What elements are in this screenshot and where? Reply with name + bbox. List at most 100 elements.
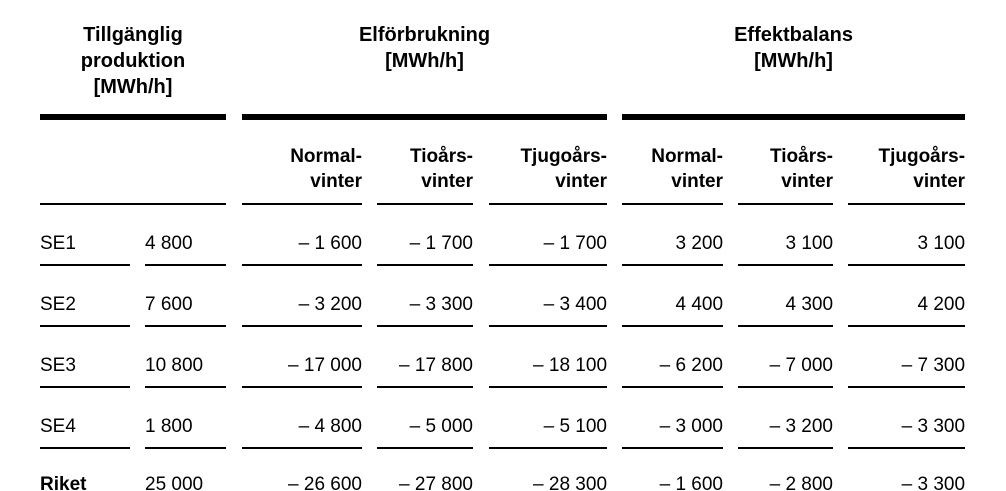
spacer [833, 204, 848, 265]
table-row-se1: SE1 4 800 – 1 600 – 1 700 – 1 700 3 200 … [40, 204, 966, 266]
spacer [473, 265, 489, 326]
spacer [723, 204, 738, 265]
spacer [226, 265, 242, 326]
col-header-line: Tjugoårs- [878, 146, 966, 167]
spacer [130, 265, 145, 326]
consumption-cell: – 4 800 [242, 387, 362, 449]
spacer [473, 117, 489, 204]
group-header-row: Tillgänglig produktion [MWh/h] Elförbruk… [40, 20, 966, 120]
balance-cell: – 6 200 [622, 326, 724, 388]
col-header-balance-normal: Normal- vinter [622, 117, 724, 205]
balance-cell: 3 100 [848, 204, 966, 266]
group-title-line: Effektbalans [734, 24, 853, 46]
consumption-cell: – 3 300 [377, 265, 473, 327]
balance-cell: 3 100 [738, 204, 834, 266]
consumption-cell: – 17 800 [377, 326, 473, 388]
table-row-se4: SE4 1 800 – 4 800 – 5 000 – 5 100 – 3 00… [40, 387, 966, 449]
spacer [362, 204, 377, 265]
spacer [723, 265, 738, 326]
spacer [130, 326, 145, 387]
consumption-cell: – 28 300 [533, 474, 608, 491]
spacer [607, 326, 622, 387]
consumption-cell: – 3 400 [489, 265, 608, 327]
sub-header-empty [40, 117, 226, 205]
balance-cell: – 3 200 [738, 387, 834, 449]
group-header-production: Tillgänglig produktion [MWh/h] [40, 20, 226, 120]
spacer [833, 387, 848, 448]
col-header-line: vinter [421, 171, 473, 192]
production-cell: 4 800 [145, 204, 226, 266]
spacer [723, 117, 738, 204]
spacer [226, 117, 242, 204]
spacer [473, 204, 489, 265]
balance-cell: – 3 000 [622, 387, 724, 449]
spacer [226, 204, 242, 265]
spacer [130, 387, 145, 448]
spacer [362, 326, 377, 387]
region-cell: Riket [40, 474, 87, 491]
production-cell: 10 800 [145, 326, 226, 388]
balance-cell: 4 200 [848, 265, 966, 327]
production-cell: 25 000 [145, 474, 204, 491]
spacer [723, 448, 738, 491]
spacer [130, 204, 145, 265]
group-title-line: [MWh/h] [385, 50, 464, 72]
balance-cell: – 7 300 [848, 326, 966, 388]
balance-cell: – 7 000 [738, 326, 834, 388]
col-header-line: Tjugoårs- [520, 146, 608, 167]
col-header-line: vinter [781, 171, 834, 192]
col-header-consumption-tenyear: Tioårs- vinter [377, 117, 473, 205]
spacer [362, 265, 377, 326]
balance-cell: – 3 300 [901, 474, 966, 491]
col-header-line: Tioårs- [409, 146, 473, 167]
production-cell: 1 800 [145, 387, 226, 449]
spacer [226, 20, 242, 117]
spacer [362, 117, 377, 204]
spacer [226, 326, 242, 387]
col-header-line: Normal- [290, 146, 362, 167]
table-row-se2: SE2 7 600 – 3 200 – 3 300 – 3 400 4 400 … [40, 265, 966, 327]
col-header-balance-tenyear: Tioårs- vinter [738, 117, 834, 205]
consumption-cell: – 1 700 [489, 204, 608, 266]
spacer [723, 326, 738, 387]
spacer [607, 265, 622, 326]
spacer [473, 448, 489, 491]
consumption-cell: – 3 200 [242, 265, 362, 327]
spacer [130, 448, 145, 491]
region-cell: SE4 [40, 387, 130, 449]
spacer [607, 387, 622, 448]
spacer [607, 117, 622, 204]
spacer [362, 448, 377, 491]
spacer [607, 204, 622, 265]
col-header-consumption-normal: Normal- vinter [242, 117, 362, 205]
consumption-cell: – 5 100 [489, 387, 608, 449]
group-title-line: Tillgänglig [83, 24, 183, 46]
spacer [226, 448, 242, 491]
spacer [226, 387, 242, 448]
table-row-riket-total: Riket 25 000 – 26 600 – 27 800 – 28 300 … [40, 448, 965, 491]
col-header-consumption-twentyyear: Tjugoårs- vinter [489, 117, 608, 205]
consumption-cell: – 1 600 [242, 204, 362, 266]
group-header-balance: Effektbalans [MWh/h] [622, 20, 966, 120]
spacer [833, 326, 848, 387]
spacer [833, 117, 848, 204]
spacer [362, 387, 377, 448]
col-header-balance-twentyyear: Tjugoårs- vinter [848, 117, 966, 205]
power-balance-table: Tillgänglig produktion [MWh/h] Elförbruk… [40, 20, 966, 491]
consumption-cell: – 1 700 [377, 204, 473, 266]
balance-cell: 4 400 [622, 265, 724, 327]
region-cell: SE3 [40, 326, 130, 388]
col-header-line: vinter [913, 171, 966, 192]
balance-cell: – 1 600 [659, 474, 724, 491]
col-header-line: Normal- [651, 146, 724, 167]
spacer [473, 326, 489, 387]
consumption-cell: – 5 000 [377, 387, 473, 449]
group-title-line: Elförbrukning [358, 24, 491, 46]
region-cell: SE1 [40, 204, 130, 266]
balance-cell: – 2 800 [769, 474, 834, 491]
consumption-cell: – 18 100 [489, 326, 608, 388]
col-header-line: vinter [671, 171, 724, 192]
spacer [723, 387, 738, 448]
col-header-line: vinter [555, 171, 608, 192]
